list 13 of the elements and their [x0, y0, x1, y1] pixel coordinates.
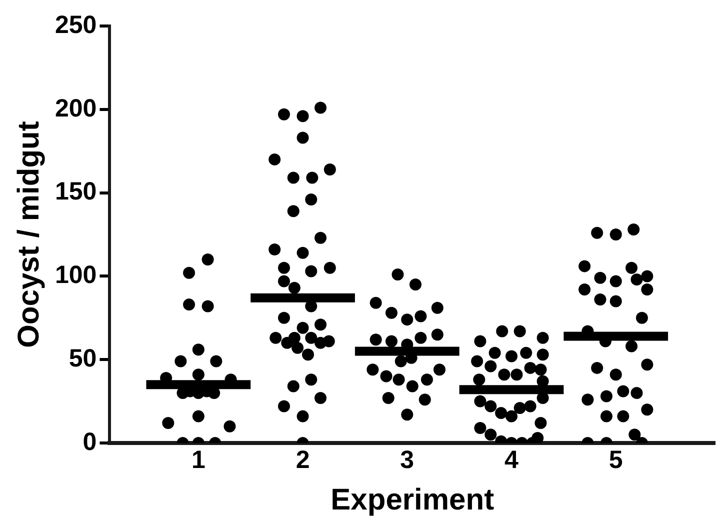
- x-axis-title: Experiment: [330, 483, 494, 516]
- x-tick-label: 4: [504, 446, 519, 474]
- y-tick-label: 0: [82, 428, 97, 456]
- y-tick-label: 100: [54, 261, 97, 290]
- x-tick-label: 2: [296, 446, 310, 474]
- y-axis-title: Oocyst / midgut: [12, 121, 46, 348]
- y-tick-label: 250: [54, 10, 97, 39]
- y-tick-label: 200: [54, 94, 97, 122]
- y-tick-label: 150: [54, 178, 97, 206]
- y-tick-label: 50: [68, 344, 97, 372]
- x-tick-label: 5: [608, 446, 623, 474]
- x-tick-label: 1: [191, 446, 206, 474]
- x-tick-label: 3: [400, 446, 414, 474]
